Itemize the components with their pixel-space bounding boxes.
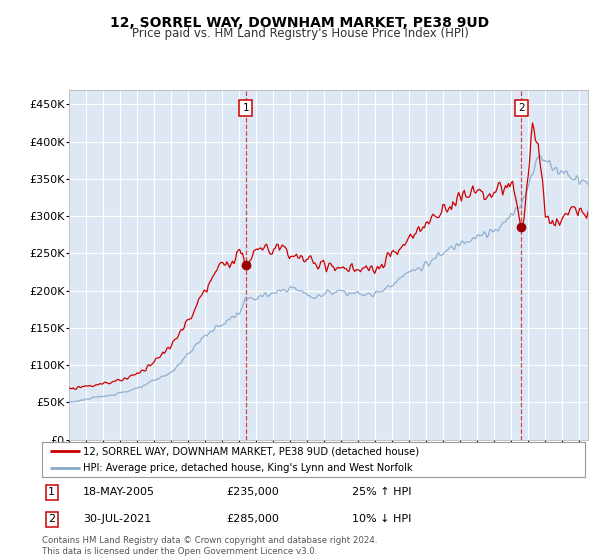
Text: HPI: Average price, detached house, King's Lynn and West Norfolk: HPI: Average price, detached house, King… [83, 464, 412, 473]
Text: 2: 2 [48, 514, 55, 524]
Text: 30-JUL-2021: 30-JUL-2021 [83, 514, 151, 524]
Text: 1: 1 [48, 487, 55, 497]
Text: £235,000: £235,000 [227, 487, 280, 497]
Text: 12, SORREL WAY, DOWNHAM MARKET, PE38 9UD (detached house): 12, SORREL WAY, DOWNHAM MARKET, PE38 9UD… [83, 446, 419, 456]
Text: Contains HM Land Registry data © Crown copyright and database right 2024.
This d: Contains HM Land Registry data © Crown c… [42, 536, 377, 556]
Text: 12, SORREL WAY, DOWNHAM MARKET, PE38 9UD: 12, SORREL WAY, DOWNHAM MARKET, PE38 9UD [110, 16, 490, 30]
Text: 10% ↓ HPI: 10% ↓ HPI [352, 514, 411, 524]
Text: 1: 1 [242, 103, 249, 113]
Text: 25% ↑ HPI: 25% ↑ HPI [352, 487, 411, 497]
Text: 18-MAY-2005: 18-MAY-2005 [83, 487, 155, 497]
Text: 2: 2 [518, 103, 524, 113]
Text: Price paid vs. HM Land Registry's House Price Index (HPI): Price paid vs. HM Land Registry's House … [131, 27, 469, 40]
Text: £285,000: £285,000 [227, 514, 280, 524]
